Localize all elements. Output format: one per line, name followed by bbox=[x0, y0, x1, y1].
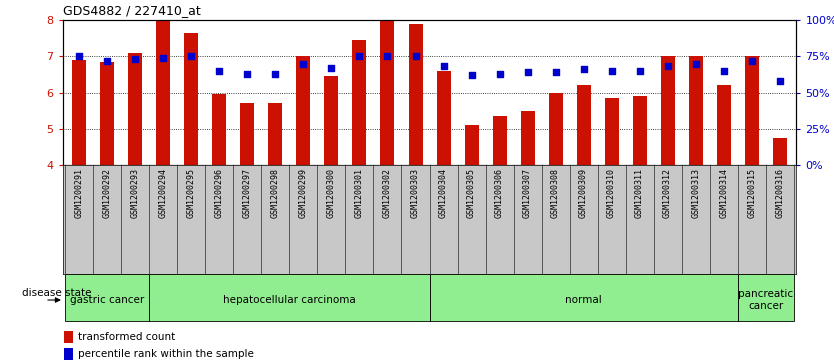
Bar bbox=[240, 103, 254, 165]
Point bbox=[128, 56, 142, 62]
Text: GSM1200306: GSM1200306 bbox=[495, 168, 504, 219]
Text: GSM1200308: GSM1200308 bbox=[551, 168, 560, 219]
Bar bbox=[213, 94, 226, 165]
Bar bbox=[633, 96, 646, 165]
Bar bbox=[716, 85, 731, 165]
Point bbox=[493, 71, 506, 77]
Bar bbox=[353, 40, 366, 165]
Point bbox=[773, 78, 786, 84]
Bar bbox=[269, 103, 283, 165]
Point bbox=[213, 68, 226, 74]
Bar bbox=[737, 274, 794, 321]
Point bbox=[297, 61, 310, 66]
Text: GSM1200301: GSM1200301 bbox=[355, 168, 364, 219]
Bar bbox=[745, 56, 759, 165]
Bar bbox=[380, 20, 394, 165]
Point bbox=[745, 58, 758, 64]
Bar bbox=[430, 274, 737, 321]
Text: GDS4882 / 227410_at: GDS4882 / 227410_at bbox=[63, 4, 200, 17]
Text: GSM1200302: GSM1200302 bbox=[383, 168, 392, 219]
Point bbox=[521, 69, 535, 75]
Bar bbox=[661, 56, 675, 165]
Text: GSM1200291: GSM1200291 bbox=[75, 168, 84, 219]
Text: GSM1200295: GSM1200295 bbox=[187, 168, 196, 219]
Text: GSM1200309: GSM1200309 bbox=[579, 168, 588, 219]
Bar bbox=[520, 111, 535, 165]
Text: GSM1200297: GSM1200297 bbox=[243, 168, 252, 219]
Point bbox=[324, 65, 338, 71]
Bar bbox=[149, 274, 430, 321]
Bar bbox=[296, 56, 310, 165]
Bar bbox=[128, 53, 143, 165]
Bar bbox=[184, 33, 198, 165]
Bar bbox=[436, 71, 450, 165]
Point bbox=[437, 64, 450, 69]
Bar bbox=[605, 98, 619, 165]
Text: GSM1200315: GSM1200315 bbox=[747, 168, 756, 219]
Point bbox=[409, 53, 422, 59]
Bar bbox=[100, 62, 114, 165]
Bar bbox=[465, 125, 479, 165]
Text: GSM1200310: GSM1200310 bbox=[607, 168, 616, 219]
Bar bbox=[65, 274, 149, 321]
Text: GSM1200304: GSM1200304 bbox=[439, 168, 448, 219]
Bar bbox=[64, 331, 73, 343]
Point bbox=[353, 53, 366, 59]
Text: GSM1200294: GSM1200294 bbox=[159, 168, 168, 219]
Text: gastric cancer: gastric cancer bbox=[70, 295, 144, 305]
Text: GSM1200316: GSM1200316 bbox=[775, 168, 784, 219]
Text: GSM1200300: GSM1200300 bbox=[327, 168, 336, 219]
Bar bbox=[409, 24, 423, 165]
Bar bbox=[324, 76, 339, 165]
Point bbox=[241, 71, 254, 77]
Point bbox=[73, 53, 86, 59]
Bar bbox=[576, 85, 590, 165]
Point bbox=[717, 68, 731, 74]
Point bbox=[185, 53, 198, 59]
Text: GSM1200305: GSM1200305 bbox=[467, 168, 476, 219]
Text: hepatocellular carcinoma: hepatocellular carcinoma bbox=[223, 295, 356, 305]
Text: GSM1200312: GSM1200312 bbox=[663, 168, 672, 219]
Point bbox=[689, 61, 702, 66]
Point bbox=[577, 66, 590, 72]
Bar bbox=[772, 138, 786, 165]
Text: GSM1200307: GSM1200307 bbox=[523, 168, 532, 219]
Point bbox=[605, 68, 618, 74]
Bar bbox=[73, 60, 87, 165]
Point bbox=[381, 53, 394, 59]
Text: pancreatic
cancer: pancreatic cancer bbox=[738, 289, 793, 311]
Text: GSM1200313: GSM1200313 bbox=[691, 168, 700, 219]
Text: normal: normal bbox=[565, 295, 602, 305]
Bar bbox=[157, 20, 170, 165]
Text: percentile rank within the sample: percentile rank within the sample bbox=[78, 349, 254, 359]
Text: GSM1200314: GSM1200314 bbox=[719, 168, 728, 219]
Point bbox=[269, 71, 282, 77]
Text: GSM1200292: GSM1200292 bbox=[103, 168, 112, 219]
Point bbox=[465, 72, 478, 78]
Text: transformed count: transformed count bbox=[78, 332, 176, 342]
Bar bbox=[549, 93, 563, 165]
Bar bbox=[689, 56, 702, 165]
Bar bbox=[64, 348, 73, 360]
Text: GSM1200303: GSM1200303 bbox=[411, 168, 420, 219]
Text: GSM1200311: GSM1200311 bbox=[636, 168, 644, 219]
Text: disease state: disease state bbox=[22, 288, 92, 298]
Point bbox=[549, 69, 562, 75]
Point bbox=[157, 55, 170, 61]
Point bbox=[101, 58, 114, 64]
Bar bbox=[493, 116, 506, 165]
Text: GSM1200298: GSM1200298 bbox=[271, 168, 280, 219]
Point bbox=[633, 68, 646, 74]
Point bbox=[661, 64, 674, 69]
Text: GSM1200296: GSM1200296 bbox=[215, 168, 224, 219]
Text: GSM1200299: GSM1200299 bbox=[299, 168, 308, 219]
Text: GSM1200293: GSM1200293 bbox=[131, 168, 140, 219]
